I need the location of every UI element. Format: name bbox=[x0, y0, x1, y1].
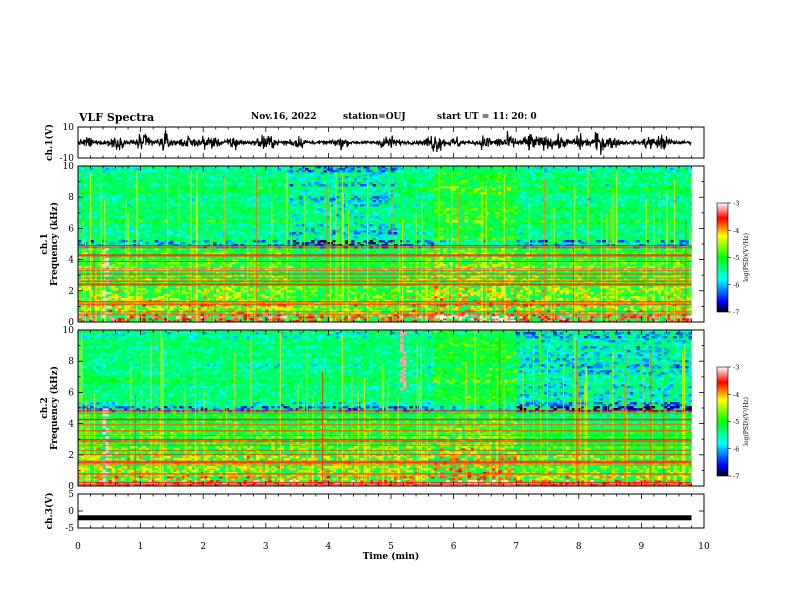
xtick-8: 8 bbox=[576, 542, 582, 552]
spectrogram-ch1-ytick-2: 2 bbox=[68, 287, 74, 297]
spectrogram-ch1-colorbar-tick--3: -3 bbox=[733, 200, 739, 208]
spectrogram-ch1-ytick-0: 0 bbox=[68, 318, 74, 328]
spectrogram-ch1-colorbar-tick--6: -6 bbox=[733, 281, 739, 289]
spectrogram-ch2-colorbar-tick--4: -4 bbox=[733, 391, 739, 399]
station-label: station=OUJ bbox=[343, 112, 406, 122]
spectrogram-ch2-colorbar-tick--6: -6 bbox=[733, 445, 739, 453]
waveform-ch1-group bbox=[78, 129, 692, 156]
waveform-ch1-trace bbox=[78, 129, 692, 156]
spectrogram-ch2-colorbar-tick--3: -3 bbox=[733, 364, 739, 372]
spectrogram-ch2-ytick-8: 8 bbox=[68, 357, 74, 367]
spectrogram-ch2-colorbar-tick--7: -7 bbox=[733, 473, 739, 481]
spectrogram-ch2-cells bbox=[78, 330, 692, 486]
waveform-ch3-ylabel: ch.3(V) bbox=[44, 493, 55, 530]
xtick-4: 4 bbox=[326, 542, 332, 552]
date-label: Nov.16, 2022 bbox=[251, 112, 317, 122]
spectrogram-ch1-colorbar-tick--4: -4 bbox=[733, 227, 739, 235]
spectrogram-ch1-colorbar: -3 -4 -5 -6 -7 log(PSD)(V²/Hz) bbox=[716, 200, 750, 317]
spectrogram-ch2-ytick-6: 6 bbox=[68, 388, 74, 398]
spectrogram-ch2-colorbar-tick--5: -5 bbox=[733, 418, 739, 426]
xtick-2: 2 bbox=[200, 542, 206, 552]
xtick-3: 3 bbox=[263, 542, 269, 552]
spectrogram-ch1-colorbar-tick--5: -5 bbox=[733, 254, 739, 262]
xtick-7: 7 bbox=[513, 542, 519, 552]
spectrogram-ch2-colorbar-label: log(PSD)(V²/Hz) bbox=[743, 397, 750, 446]
spectrogram-ch1-ytick-6: 6 bbox=[68, 224, 74, 234]
spectrogram-ch2-ytick-2: 2 bbox=[68, 451, 74, 461]
spectrogram-ch1-cells bbox=[78, 166, 692, 322]
xtick-0: 0 bbox=[75, 542, 81, 552]
start-time-label: start UT = 11: 20: 0 bbox=[437, 112, 537, 122]
waveform-ch3-ytick-5: 5 bbox=[68, 490, 74, 500]
xtick-6: 6 bbox=[451, 542, 457, 552]
spectrogram-ch2-colorbar: -3 -4 -5 -6 -7 log(PSD)(V²/Hz) bbox=[716, 364, 750, 481]
xtick-9: 9 bbox=[639, 542, 645, 552]
spectrogram-ch1-ylabel-1: ch.1 bbox=[40, 233, 50, 254]
x-axis-label: Time (min) bbox=[363, 551, 420, 562]
spectrogram-ch2-ytick-4: 4 bbox=[68, 420, 74, 430]
spectrogram-ch1-ylabel-2: Frequency (kHz) bbox=[49, 202, 60, 286]
spectrogram-ch1-ytick-8: 8 bbox=[68, 193, 74, 203]
spectrogram-ch1-ytick-10: 10 bbox=[63, 162, 75, 172]
spectrogram-ch1-ytick-4: 4 bbox=[68, 256, 74, 266]
waveform-ch1-ytick-10: 10 bbox=[63, 123, 75, 133]
xtick-1: 1 bbox=[138, 542, 144, 552]
waveform-ch1-ylabel: ch.1(V) bbox=[44, 124, 55, 161]
xtick-10: 10 bbox=[698, 542, 710, 552]
spectrogram-ch2-ylabel-2: Frequency (kHz) bbox=[49, 366, 60, 450]
figure-title: VLF Spectra bbox=[79, 111, 155, 124]
spectrogram-ch2-ytick-10: 10 bbox=[63, 326, 75, 336]
waveform-ch1-ytick--10: -10 bbox=[60, 154, 75, 164]
panel-frame-4 bbox=[77, 493, 705, 529]
waveform-ch3-ytick-0: 0 bbox=[68, 507, 74, 517]
spectrogram-ch1-colorbar-tick--7: -7 bbox=[733, 309, 739, 317]
waveform-ch3-ytick--5: -5 bbox=[65, 524, 74, 534]
spectrogram-ch2-ylabel-1: ch.2 bbox=[40, 397, 50, 418]
xtick-5: 5 bbox=[388, 542, 394, 552]
spectrogram-ch1-colorbar-label: log(PSD)(V²/Hz) bbox=[743, 233, 750, 282]
spectrogram-ch2-ytick-0: 0 bbox=[68, 482, 74, 492]
waveform-ch3-trace bbox=[78, 515, 692, 521]
